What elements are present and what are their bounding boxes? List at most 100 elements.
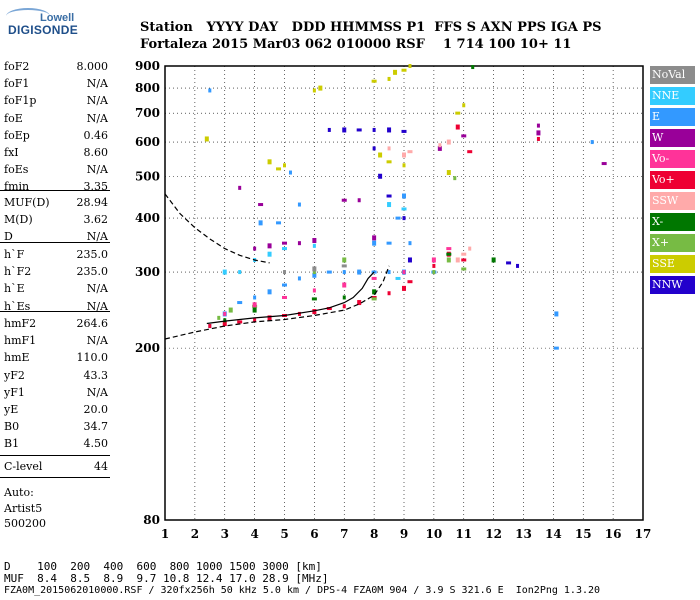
param-value: N/A xyxy=(86,334,108,348)
data-point xyxy=(393,69,398,75)
param-name: h`Es xyxy=(4,299,31,313)
data-point xyxy=(446,139,451,145)
param-value: 20.0 xyxy=(83,403,109,416)
data-point xyxy=(462,103,466,108)
data-point xyxy=(252,307,257,313)
data-point xyxy=(467,150,473,154)
data-point xyxy=(437,145,442,151)
param-row: yE 20.0 xyxy=(4,403,108,419)
header-values: Fortaleza 2015 Mar03 062 010000 RSF 1 71… xyxy=(140,37,572,52)
param-row: foF1 N/A xyxy=(4,77,108,93)
data-point xyxy=(401,207,407,211)
data-point xyxy=(252,302,257,308)
param-row: foF1p N/A xyxy=(4,94,108,110)
data-point xyxy=(455,124,460,130)
data-point xyxy=(342,270,346,275)
data-point xyxy=(253,246,257,251)
legend-item: NNW xyxy=(650,276,695,294)
data-point xyxy=(378,152,383,158)
logo-swoosh-icon xyxy=(6,8,50,24)
data-point xyxy=(371,297,377,301)
param-row: MUF(D) 28.94 xyxy=(4,196,108,212)
data-point xyxy=(238,270,242,275)
data-point xyxy=(491,257,496,263)
param-name: foEp xyxy=(4,128,30,142)
data-point xyxy=(446,257,451,263)
legend-item: E xyxy=(650,108,695,126)
param-name: foEs xyxy=(4,163,29,177)
data-point xyxy=(267,251,272,257)
data-point xyxy=(395,276,401,280)
param-name: B0 xyxy=(4,420,20,434)
data-point xyxy=(407,280,413,284)
data-point xyxy=(402,216,406,221)
y-tick-label: 700 xyxy=(135,106,160,120)
data-point xyxy=(258,203,264,207)
param-row: h`F 235.0 xyxy=(4,248,108,264)
param-value: 43.3 xyxy=(83,368,109,382)
data-point xyxy=(312,266,317,272)
param-row: yF2 43.3 xyxy=(4,369,108,385)
data-point xyxy=(378,173,383,179)
y-tick-label: 400 xyxy=(135,211,160,225)
param-value: 110.0 xyxy=(76,351,109,365)
param-row: hmF2 264.6 xyxy=(4,317,108,333)
y-tick-label: 200 xyxy=(135,341,160,355)
param-name: foF1p xyxy=(4,94,37,108)
data-point xyxy=(453,176,457,181)
x-tick-label: 4 xyxy=(250,527,258,541)
legend-item: SSW xyxy=(650,192,695,210)
data-point xyxy=(237,301,243,305)
param-name: hmF1 xyxy=(4,334,37,348)
data-point xyxy=(357,300,362,306)
data-point xyxy=(217,315,221,320)
x-tick-label: 9 xyxy=(400,527,408,541)
param-value: 235.0 xyxy=(76,248,109,261)
data-point xyxy=(342,127,347,133)
param-row: foEs N/A xyxy=(4,163,108,179)
legend-item: SSE xyxy=(650,255,695,273)
param-name: foF2 xyxy=(4,60,30,73)
param-row: M(D) 3.62 xyxy=(4,213,108,229)
x-tick-label: 1 xyxy=(161,527,169,541)
param-value: 0.46 xyxy=(83,128,109,142)
data-point xyxy=(395,216,401,220)
param-value: 264.6 xyxy=(76,317,109,330)
param-value: 3.62 xyxy=(83,213,109,227)
legend-item: W xyxy=(650,129,695,147)
data-point xyxy=(407,150,413,154)
data-point xyxy=(228,307,233,313)
data-point xyxy=(461,252,467,256)
data-point xyxy=(267,243,272,249)
data-point xyxy=(267,159,272,165)
param-row: B0 34.7 xyxy=(4,420,108,436)
auto-line3: 500200 xyxy=(4,517,46,530)
param-name: h`E xyxy=(4,282,25,296)
x-tick-label: 16 xyxy=(605,527,622,541)
data-point xyxy=(471,65,475,70)
y-tick-label: 300 xyxy=(135,265,160,279)
data-point xyxy=(326,270,332,274)
legend-item: Vo- xyxy=(650,150,695,168)
param-name: hmE xyxy=(4,351,30,365)
data-point xyxy=(590,140,594,145)
data-point xyxy=(387,146,391,151)
param-row: h`Es N/A xyxy=(4,300,108,316)
data-point xyxy=(341,198,347,202)
separator-line xyxy=(0,242,110,243)
param-value: 235.0 xyxy=(76,265,109,279)
data-point xyxy=(312,270,316,275)
x-tick-label: 14 xyxy=(545,527,562,541)
data-point xyxy=(387,76,391,81)
param-value: N/A xyxy=(86,385,108,399)
curve-trace xyxy=(206,271,375,325)
data-point xyxy=(297,276,301,281)
param-name: h`F2 xyxy=(4,265,32,279)
data-point xyxy=(536,130,541,136)
data-point xyxy=(357,198,361,203)
data-point xyxy=(341,264,347,268)
param-name: h`F xyxy=(4,248,25,261)
x-tick-label: 8 xyxy=(370,527,378,541)
c-level-label: C-level xyxy=(4,460,43,473)
footer-muf: MUF 8.4 8.5 8.9 9.7 10.8 12.4 17.0 28.9 … xyxy=(4,572,329,585)
